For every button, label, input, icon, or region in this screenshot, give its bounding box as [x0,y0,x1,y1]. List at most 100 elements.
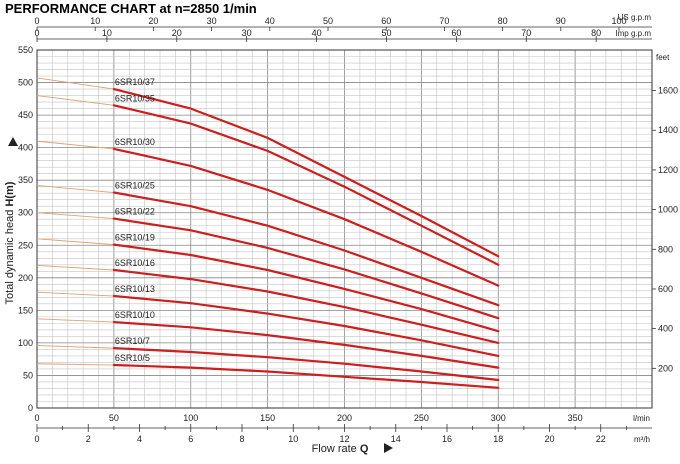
series-label: 6SR10/25 [115,181,155,191]
m3h-tick-label: 6 [188,434,193,444]
imp-gpm-unit: Imp g.p.m [615,29,651,38]
lmin-tick-label: 50 [109,413,119,423]
lmin-tick-label: 100 [183,413,198,423]
y-tick-label: 550 [18,45,33,55]
x-axis-arrow-icon [384,443,393,453]
y-axis-label-symbol: H(m) [4,181,16,206]
imp-gpm-tick-label: 30 [242,28,252,38]
feet-tick-label: 800 [658,244,673,254]
y-tick-label: 350 [18,175,33,185]
x-axis-label: Flow rate Q [312,443,369,455]
lmin-tick-label: 150 [260,413,275,423]
series-label: 6SR10/19 [115,233,155,243]
y-tick-label: 0 [28,403,33,413]
series-label: 6SR10/37 [115,77,155,87]
y-axis-label: Total dynamic head H(m) [4,181,16,304]
feet-tick-label: 600 [658,284,673,294]
x-axis-label-symbol: Q [360,443,369,455]
us-gpm-unit: US g.p.m [618,13,652,22]
y-tick-label: 500 [18,78,33,88]
us-gpm-tick-label: 10 [90,16,100,26]
imp-gpm-tick-label: 10 [102,28,112,38]
series-line [112,191,500,307]
feet-tick-label: 200 [658,363,673,373]
series-line [112,268,500,344]
series-label: 6SR10/10 [115,310,155,320]
series-extrapolation [36,184,114,193]
series-label: 6SR10/16 [115,258,155,268]
series-extrapolation [36,212,114,220]
m3h-tick-label: 14 [391,434,401,444]
us-gpm-tick-label: 60 [381,16,391,26]
m3h-tick-label: 4 [137,434,142,444]
series-extrapolation [36,140,114,150]
series-line [112,363,500,389]
us-gpm-tick-label: 20 [148,16,158,26]
series-extrapolation [36,345,114,349]
series-line [112,217,500,320]
imp-gpm-tick-label: 50 [381,28,391,38]
us-gpm-tick-label: 50 [323,16,333,26]
series [36,77,500,389]
us-gpm-tick-label: 0 [34,16,39,26]
us-gpm-tick-label: 30 [207,16,217,26]
m3h-tick-label: 12 [339,434,349,444]
series-extrapolation [36,363,114,366]
m3h-tick-label: 20 [544,434,554,444]
us-gpm-tick-label: 100 [611,16,626,26]
lmin-tick-label: 350 [568,413,583,423]
chart-title: PERFORMANCE CHART at n=2850 1/min [5,1,257,16]
m3h-tick-label: 0 [34,434,39,444]
series-label: 6SR10/22 [115,207,155,217]
y-tick-label: 450 [18,110,33,120]
us-gpm-tick-label: 40 [265,16,275,26]
series-line [112,294,500,357]
lmin-tick-label: 300 [491,413,506,423]
series-line [112,104,500,266]
series-extrapolation [36,318,114,323]
series-line [112,88,500,258]
y-tick-label: 300 [18,208,33,218]
m3h-tick-label: 8 [239,434,244,444]
series-label: 6SR10/13 [115,284,155,294]
feet-unit: feet [656,53,670,62]
series-label: 6SR10/7 [115,336,150,346]
imp-gpm-tick-label: 80 [591,28,601,38]
m3h-tick-label: 10 [288,434,298,444]
us-gpm-tick-label: 80 [498,16,508,26]
imp-gpm-tick-label: 70 [521,28,531,38]
feet-tick-label: 1600 [658,86,678,96]
lmin-tick-label: 200 [337,413,352,423]
y-tick-label: 200 [18,273,33,283]
feet-tick-label: 1000 [658,205,678,215]
imp-gpm-tick-label: 40 [312,28,322,38]
series-extrapolation [36,77,114,90]
m3h-tick-label: 16 [442,434,452,444]
us-gpm-tick-label: 90 [556,16,566,26]
curve-labels: 6SR10/37 6SR10/35 6SR10/30 6SR10/25 6SR10/22… [115,77,155,363]
series-extrapolation [36,95,114,106]
m3h-tick-label: 18 [493,434,503,444]
imp-gpm-tick-label: 60 [451,28,461,38]
series-line [112,147,500,287]
y-tick-label: 50 [23,370,33,380]
imp-gpm-tick-label: 0 [34,28,39,38]
axes: 0 10 20 30 40 50 60 70 80 90 1000 10 20 30 40 50 60 70 80U… [4,13,678,455]
m3h-tick-label: 22 [596,434,606,444]
m3h-tick-label: 2 [86,434,91,444]
y-axis-label-text: Total dynamic head [4,207,16,305]
lmin-unit: l/min [633,414,650,423]
series-label: 6SR10/35 [115,93,155,103]
us-gpm-tick-label: 70 [439,16,449,26]
series-line [112,243,500,333]
plot-frame [36,49,653,409]
series-extrapolation [36,238,114,246]
y-tick-label: 400 [18,143,33,153]
imp-gpm-tick-label: 20 [172,28,182,38]
y-tick-label: 100 [18,338,33,348]
lmin-tick-label: 0 [34,413,39,423]
series-line [112,321,500,369]
feet-tick-label: 1200 [658,165,678,175]
